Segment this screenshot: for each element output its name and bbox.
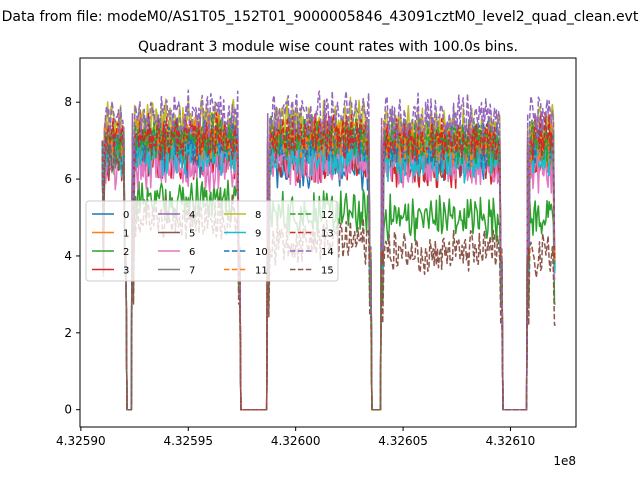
legend-label-11: 11 bbox=[255, 266, 268, 277]
x-tick-label: 4.32605 bbox=[378, 434, 428, 448]
figure-suptitle: Data from file: modeM0/AS1T05_152T01_900… bbox=[2, 9, 639, 25]
plot-frame bbox=[79, 57, 577, 428]
series-line-14 bbox=[101, 89, 556, 411]
legend-label-3: 3 bbox=[123, 266, 129, 277]
y-tick-label: 4 bbox=[64, 249, 72, 263]
series-line-11 bbox=[101, 112, 556, 411]
series-lines bbox=[101, 89, 556, 411]
x-axis: 4.32590 4.32595 4.32600 4.32605 4.32610 bbox=[56, 427, 535, 448]
legend-label-14: 14 bbox=[321, 247, 334, 258]
legend-label-15: 15 bbox=[321, 266, 334, 277]
x-tick-label: 4.32610 bbox=[486, 434, 536, 448]
legend-label-10: 10 bbox=[255, 247, 268, 258]
x-offset-label: 1e8 bbox=[553, 454, 576, 468]
legend-label-4: 4 bbox=[189, 210, 195, 221]
legend-label-9: 9 bbox=[255, 229, 261, 240]
x-tick-label: 4.32600 bbox=[271, 434, 321, 448]
legend-label-0: 0 bbox=[123, 210, 129, 221]
y-axis: 0 2 4 6 8 bbox=[64, 95, 80, 417]
legend-label-12: 12 bbox=[321, 210, 334, 221]
y-tick-label: 2 bbox=[64, 326, 72, 340]
legend-label-13: 13 bbox=[321, 229, 334, 240]
legend-label-7: 7 bbox=[189, 266, 195, 277]
legend-label-5: 5 bbox=[189, 229, 195, 240]
x-tick-label: 4.32590 bbox=[56, 434, 106, 448]
x-tick-label: 4.32595 bbox=[163, 434, 213, 448]
y-tick-label: 8 bbox=[64, 95, 72, 109]
y-tick-label: 6 bbox=[64, 172, 72, 186]
legend-label-6: 6 bbox=[189, 247, 195, 258]
legend-label-8: 8 bbox=[255, 210, 261, 221]
legend-label-2: 2 bbox=[123, 247, 129, 258]
chart-title: Quadrant 3 module wise count rates with … bbox=[138, 39, 518, 55]
y-tick-label: 0 bbox=[64, 403, 72, 417]
legend-box bbox=[85, 200, 339, 282]
legend-label-1: 1 bbox=[123, 229, 129, 240]
